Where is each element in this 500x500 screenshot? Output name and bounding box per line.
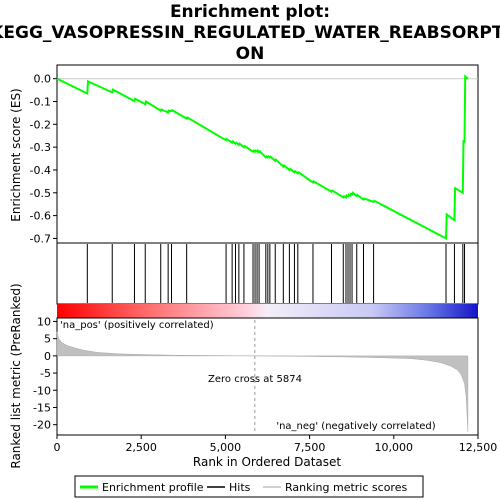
chart-title: Enrichment plot: KEGG_VASOPRESSIN_REGULA… <box>0 2 500 64</box>
hit-marks <box>86 244 466 303</box>
title-line-3: ON <box>236 44 265 64</box>
pos-label: 'na_pos' (positively correlated) <box>60 320 214 331</box>
x-axis: 0 2,500 5,000 7,500 10,000 12,500 <box>54 435 498 454</box>
metric-y-tick-label: 0 <box>44 350 51 363</box>
es-y-tick-label: -0.6 <box>30 210 51 223</box>
x-tick-label: 12,500 <box>459 441 498 454</box>
es-y-tick-label: 0.0 <box>34 73 52 86</box>
x-tick-label: 7,500 <box>294 441 326 454</box>
legend-label-hits: Hits <box>229 481 251 494</box>
metric-y-tick-label: -5 <box>40 367 51 380</box>
metric-panel-frame <box>56 317 479 436</box>
zero-cross-label: Zero cross at 5874 <box>208 374 302 385</box>
x-tick-label: 10,000 <box>375 441 414 454</box>
es-panel-frame <box>56 64 479 244</box>
metric-y-tick-label: -10 <box>33 384 51 397</box>
es-panel: 0.0 -0.1 -0.2 -0.3 -0.4 -0.5 -0.6 -0.7 Enrichme… <box>9 64 479 245</box>
es-y-tick-label: -0.1 <box>30 96 51 109</box>
rank-heatmap <box>57 304 478 318</box>
x-axis-label: Rank in Ordered Dataset <box>193 455 341 469</box>
metric-panel: 10 5 0 -5 -10 -15 -20 'na_pos' (positively cor… <box>9 283 479 469</box>
legend-label-profile: Enrichment profile <box>102 481 204 494</box>
legend-label-metric: Ranking metric scores <box>285 481 407 494</box>
es-y-tick-label: -0.2 <box>30 118 51 131</box>
title-line-1: Enrichment plot: <box>170 2 330 22</box>
legend-box <box>74 475 424 498</box>
enrichment-profile-line <box>56 74 469 241</box>
metric-y-axis: 10 5 0 -5 -10 -15 -20 <box>33 315 57 432</box>
neg-label: 'na_neg' (negatively correlated) <box>276 421 435 432</box>
metric-y-axis-label: Ranked list metric (PreRanked) <box>9 283 23 468</box>
es-y-axis: 0.0 -0.1 -0.2 -0.3 -0.4 -0.5 -0.6 -0.7 <box>30 73 57 245</box>
es-y-axis-label: Enrichment score (ES) <box>9 88 23 221</box>
x-tick-label: 2,500 <box>125 441 157 454</box>
x-tick-label: 5,000 <box>210 441 242 454</box>
heatmap-bar <box>57 304 478 318</box>
es-y-tick-label: -0.7 <box>30 232 51 245</box>
metric-y-tick-label: 10 <box>37 315 51 328</box>
metric-y-tick-label: 5 <box>44 333 51 346</box>
metric-y-tick-label: -20 <box>33 419 51 432</box>
es-y-tick-label: -0.5 <box>30 187 51 200</box>
hits-panel <box>56 242 479 305</box>
es-y-tick-label: -0.4 <box>30 164 51 177</box>
title-line-2: KEGG_VASOPRESSIN_REGULATED_WATER_REABSOR… <box>0 23 500 43</box>
ranking-metric-area <box>56 331 469 432</box>
es-y-tick-label: -0.3 <box>30 141 51 154</box>
metric-y-tick-label: -15 <box>33 401 51 414</box>
legend: Enrichment profile Hits Ranking metric s… <box>74 475 424 498</box>
x-tick-label: 0 <box>54 441 61 454</box>
